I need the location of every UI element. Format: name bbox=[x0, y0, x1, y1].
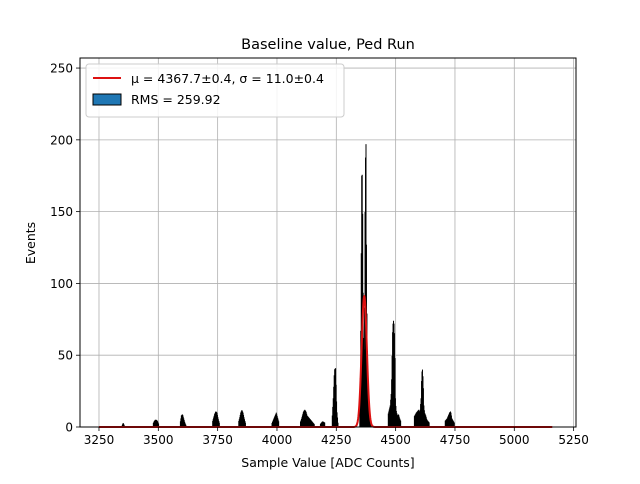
fit-curve bbox=[98, 294, 553, 428]
y-tick-label: 50 bbox=[58, 349, 73, 363]
x-axis-ticks: 3250 3500 3750 4000 4250 4500 4750 5000 5250 bbox=[84, 427, 589, 447]
legend-box bbox=[85, 63, 345, 118]
x-tick-label: 3250 bbox=[84, 433, 115, 447]
y-tick-label: 200 bbox=[50, 133, 73, 147]
x-tick-label: 3750 bbox=[202, 433, 233, 447]
histogram-bar bbox=[278, 421, 280, 427]
x-tick-label: 4250 bbox=[321, 433, 352, 447]
legend-fit-label: μ = 4367.7±0.4, σ = 11.0±0.4 bbox=[131, 71, 324, 86]
histogram-bar bbox=[394, 358, 396, 427]
histogram-bar bbox=[313, 424, 315, 427]
legend: μ = 4367.7±0.4, σ = 11.0±0.4 RMS = 259.9… bbox=[85, 63, 345, 118]
x-tick-label: 5000 bbox=[499, 433, 530, 447]
histogram-bar bbox=[244, 422, 246, 427]
histogram-bar bbox=[324, 422, 326, 427]
y-tick-label: 150 bbox=[50, 205, 73, 219]
histogram-bar bbox=[158, 423, 160, 427]
x-tick-label: 4500 bbox=[380, 433, 411, 447]
y-tick-label: 100 bbox=[50, 277, 73, 291]
histogram-bar bbox=[400, 420, 402, 427]
histogram-bar bbox=[428, 422, 430, 427]
histogram-bars bbox=[121, 144, 455, 427]
x-tick-label: 4000 bbox=[262, 433, 293, 447]
histogram-bar bbox=[337, 417, 339, 427]
x-axis-label: Sample Value [ADC Counts] bbox=[241, 455, 414, 470]
legend-hist-swatch bbox=[92, 93, 122, 106]
axes-frame bbox=[79, 57, 577, 428]
x-tick-label: 5250 bbox=[558, 433, 589, 447]
fit-curve-layer bbox=[98, 294, 553, 428]
x-tick-label: 4750 bbox=[440, 433, 471, 447]
histogram-bar bbox=[453, 422, 455, 427]
histogram-bar bbox=[218, 422, 220, 427]
y-tick-label: 250 bbox=[50, 62, 73, 76]
chart-title: Baseline value, Ped Run bbox=[241, 37, 415, 53]
y-tick-label: 0 bbox=[65, 421, 73, 435]
histogram-bar bbox=[337, 422, 339, 427]
legend-hist-label: RMS = 259.92 bbox=[131, 92, 221, 107]
grid bbox=[80, 58, 576, 428]
y-axis-ticks: 0 50 100 150 200 250 bbox=[50, 62, 80, 435]
x-tick-label: 3500 bbox=[143, 433, 174, 447]
y-axis-label: Events bbox=[23, 222, 38, 264]
